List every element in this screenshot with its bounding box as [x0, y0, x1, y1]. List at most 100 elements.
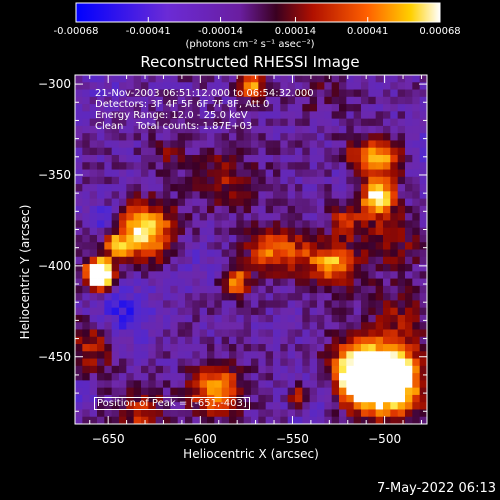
- heatmap-cell: [339, 264, 347, 272]
- heatmap-cell: [309, 140, 318, 149]
- heatmap-cell: [148, 344, 157, 352]
- heatmap-cell: [111, 176, 120, 185]
- heatmap-cell: [361, 140, 369, 149]
- heatmap-cell: [309, 358, 318, 367]
- heatmap-cell: [324, 394, 333, 403]
- heatmap-cell: [368, 314, 377, 323]
- heatmap-cell: [97, 111, 105, 120]
- heatmap-cell: [97, 402, 105, 410]
- heatmap-cell: [104, 344, 113, 352]
- heatmap-cell: [390, 285, 399, 294]
- heatmap-cell: [163, 205, 171, 214]
- heatmap-cell: [339, 329, 347, 338]
- heatmap-cell: [419, 394, 428, 403]
- heatmap-cell: [133, 133, 142, 141]
- heatmap-cell: [236, 307, 245, 316]
- heatmap-cell: [419, 82, 428, 90]
- heatmap-cell: [412, 75, 421, 83]
- heatmap-cell: [75, 89, 83, 98]
- heatmap-cell: [324, 329, 333, 338]
- heatmap-cell: [141, 314, 149, 323]
- heatmap-cell: [368, 227, 377, 236]
- heatmap-cell: [390, 329, 399, 338]
- heatmap-cell: [353, 169, 362, 178]
- heatmap-cell: [309, 169, 318, 178]
- heatmap-cell: [207, 227, 215, 236]
- heatmap-cell: [280, 213, 289, 221]
- heatmap-cell: [353, 293, 362, 301]
- heatmap-cell: [97, 409, 105, 418]
- heatmap-cell: [170, 227, 179, 236]
- heatmap-cell: [405, 380, 413, 389]
- heatmap-cell: [287, 358, 296, 367]
- heatmap-cell: [405, 387, 413, 396]
- heatmap-cell: [148, 198, 157, 207]
- heatmap-cell: [339, 365, 347, 374]
- heatmap-cell: [375, 409, 384, 418]
- heatmap-cell: [419, 293, 428, 301]
- heatmap-cell: [192, 373, 201, 381]
- heatmap-cell: [185, 409, 193, 418]
- heatmap-cell: [177, 249, 186, 258]
- heatmap-cell: [192, 169, 201, 178]
- heatmap-cell: [141, 402, 149, 410]
- heatmap-cell: [317, 314, 325, 323]
- heatmap-cell: [221, 402, 230, 410]
- heatmap-cell: [163, 264, 171, 272]
- heatmap-cell: [339, 394, 347, 403]
- heatmap-cell: [148, 125, 157, 134]
- heatmap-cell: [295, 82, 303, 90]
- heatmap-cell: [229, 409, 237, 418]
- heatmap-cell: [346, 75, 355, 83]
- heatmap-cell: [419, 380, 428, 389]
- heatmap-cell: [82, 351, 91, 359]
- heatmap-cell: [155, 176, 164, 185]
- heatmap-cell: [368, 336, 377, 345]
- heatmap-cell: [346, 365, 355, 374]
- heatmap-cell: [236, 125, 245, 134]
- heatmap-cell: [163, 198, 171, 207]
- heatmap-cell: [89, 314, 98, 323]
- heatmap-cell: [207, 125, 215, 134]
- heatmap-cell: [383, 329, 391, 338]
- heatmap-cell: [214, 75, 223, 83]
- heatmap-cell: [273, 140, 281, 149]
- heatmap-cell: [148, 314, 157, 323]
- heatmap-cell: [177, 256, 186, 265]
- heatmap-cell: [214, 89, 223, 98]
- heatmap-cell: [111, 264, 120, 272]
- heatmap-cell: [324, 125, 333, 134]
- heatmap-cell: [155, 293, 164, 301]
- heatmap-cell: [148, 82, 157, 90]
- heatmap-cell: [170, 205, 179, 214]
- heatmap-cell: [339, 118, 347, 127]
- heatmap-cell: [199, 373, 208, 381]
- heatmap-cell: [236, 111, 245, 120]
- heatmap-cell: [295, 89, 303, 98]
- heatmap-cell: [221, 118, 230, 127]
- heatmap-cell: [133, 162, 142, 170]
- heatmap-cell: [243, 191, 252, 199]
- heatmap-cell: [397, 278, 406, 287]
- heatmap-cell: [390, 75, 399, 83]
- heatmap-cell: [155, 285, 164, 294]
- heatmap-cell: [192, 220, 201, 229]
- heatmap-cell: [207, 104, 215, 112]
- heatmap-cell: [97, 365, 105, 374]
- heatmap-cell: [141, 147, 149, 156]
- heatmap-cell: [280, 125, 289, 134]
- heatmap-cell: [133, 336, 142, 345]
- heatmap-cell: [111, 154, 120, 163]
- heatmap-cell: [229, 154, 237, 163]
- heatmap-cell: [104, 358, 113, 367]
- heatmap-cell: [361, 249, 369, 258]
- heatmap-cell: [163, 184, 171, 192]
- heatmap-cell: [361, 118, 369, 127]
- heatmap-cell: [221, 293, 230, 301]
- heatmap-cell: [111, 380, 120, 389]
- heatmap-cell: [177, 191, 186, 199]
- heatmap-cell: [295, 162, 303, 170]
- heatmap-cell: [148, 133, 157, 141]
- heatmap-cell: [324, 365, 333, 374]
- heatmap-cell: [177, 154, 186, 163]
